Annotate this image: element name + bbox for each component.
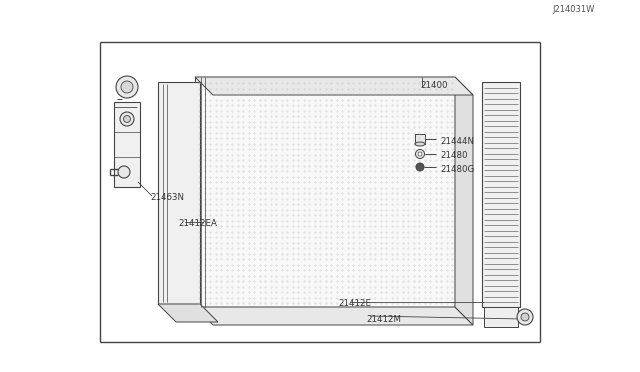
Polygon shape [455,77,473,325]
Ellipse shape [415,142,425,146]
Text: 21463N: 21463N [150,193,184,202]
Circle shape [415,150,424,158]
Circle shape [418,152,422,156]
Circle shape [116,76,138,98]
Polygon shape [195,77,473,95]
Polygon shape [195,77,455,307]
Text: 21412E: 21412E [338,298,371,308]
Circle shape [118,166,130,178]
Polygon shape [195,307,473,325]
Text: J214031W: J214031W [552,5,595,14]
Polygon shape [114,102,140,187]
Circle shape [517,309,533,325]
Circle shape [124,115,131,122]
Text: 21412EA: 21412EA [178,219,217,228]
Circle shape [120,112,134,126]
Polygon shape [158,304,218,322]
Polygon shape [484,307,518,327]
Circle shape [121,81,133,93]
Polygon shape [482,82,520,307]
Circle shape [416,163,424,171]
Circle shape [521,313,529,321]
Polygon shape [415,134,425,144]
Text: 21400: 21400 [420,81,447,90]
Text: 21480G: 21480G [440,164,474,173]
Polygon shape [158,82,200,304]
Text: 21480: 21480 [440,151,467,160]
Text: 21444N: 21444N [440,137,474,145]
Text: 21412M: 21412M [366,315,401,324]
